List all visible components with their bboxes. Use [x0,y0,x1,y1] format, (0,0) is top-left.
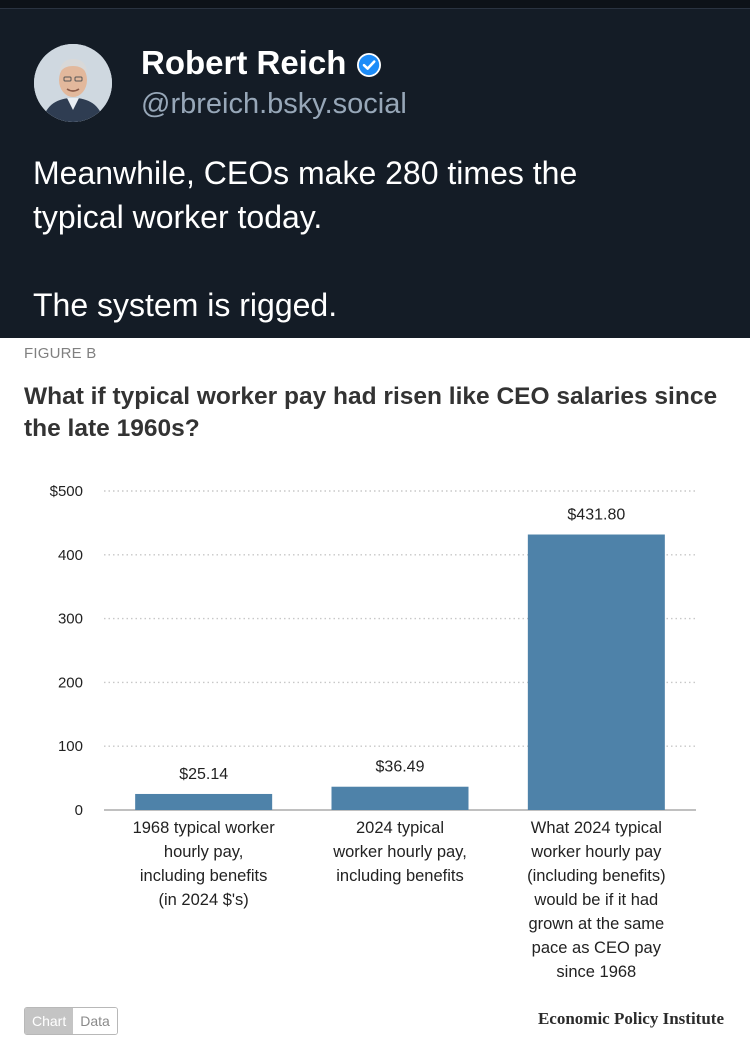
data-tab[interactable]: Data [73,1008,117,1034]
y-tick-label: 400 [58,547,83,564]
social-post: Robert Reich @rbreich.bsky.social Meanwh… [0,0,750,338]
x-category-label-line: (in 2024 $'s) [158,891,249,909]
avatar[interactable] [34,44,112,122]
chart-data-toggle: Chart Data [24,1007,118,1035]
y-tick-label: 100 [58,738,83,755]
bar[interactable] [331,786,469,810]
bar-chart: 0 100 200 300 400 $500 $25.14 $36.49 $431.80 [50,483,696,819]
x-category-label-line: pace as CEO pay [531,939,661,957]
chart-tab[interactable]: Chart [25,1008,74,1034]
x-category-label: 2024 typical worker hourly pay, including … [308,816,492,888]
post-text: Meanwhile, CEOs make 280 times the typic… [33,151,723,327]
x-category-label-line: including benefits [139,867,268,885]
top-edge [0,0,750,9]
bar-value-label: $25.14 [179,766,228,783]
author-handle[interactable]: @rbreich.bsky.social [141,88,407,120]
paragraph-gap [33,239,723,283]
x-category-label-line: worker hourly pay, [333,843,467,861]
verified-check-icon [357,53,381,77]
x-category-label-line: would be if it had [534,891,659,909]
x-category-label-line: 1968 typical worker [132,819,275,837]
x-category-label: 1968 typical worker hourly pay, including … [112,816,296,912]
y-tick-label: 300 [58,611,83,628]
y-tick-label: $500 [50,483,83,500]
x-category-label-line: worker hourly pay [531,843,662,861]
figure-label: FIGURE B [24,345,97,362]
post-text-line: Meanwhile, CEOs make 280 times the [33,155,578,191]
bar[interactable] [527,534,665,810]
bar[interactable] [135,793,273,810]
bar-value-label: $431.80 [567,507,625,524]
source-credit: Economic Policy Institute [537,1009,724,1028]
x-category-label-line: since 1968 [556,963,637,981]
author-name[interactable]: Robert Reich [141,44,347,81]
x-category-label-line: (including benefits) [527,867,666,885]
post-text-line: typical worker today. [33,199,323,235]
x-category-label-line: grown at the same [528,915,665,933]
x-category-label-line: 2024 typical [355,819,445,837]
avatar-photo-icon [34,44,112,122]
y-tick-label: 200 [58,674,83,691]
x-category-label-line: What 2024 typical [530,819,662,837]
chart-title: What if typical worker pay had risen lik… [24,383,718,442]
post-text-line: The system is rigged. [33,287,338,323]
bar-value-label: $36.49 [376,759,425,776]
x-category-label-line: including benefits [336,867,464,885]
x-category-label: What 2024 typical worker hourly pay (inclu… [504,816,688,984]
x-category-label-line: hourly pay, [163,843,244,861]
y-tick-label: 0 [75,802,83,819]
